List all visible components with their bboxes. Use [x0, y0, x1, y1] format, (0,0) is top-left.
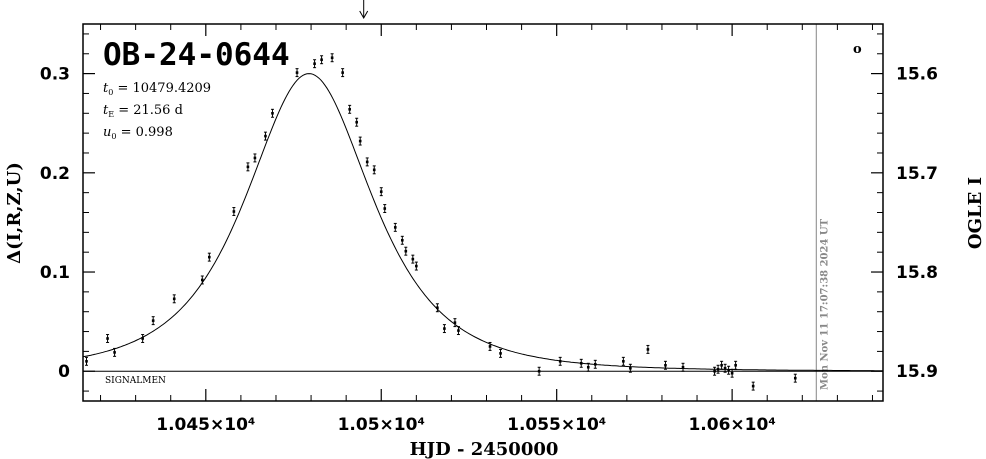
data-point [295, 68, 299, 78]
data-points [85, 53, 797, 391]
data-point [414, 261, 418, 271]
data-point [499, 348, 503, 358]
data-point [579, 358, 583, 368]
data-point [263, 131, 267, 141]
data-point [246, 162, 250, 172]
data-point [720, 360, 724, 370]
data-point [172, 294, 176, 304]
data-point [730, 368, 734, 378]
fit-parameter: u0 = 0.998 [103, 125, 173, 141]
data-point [151, 316, 155, 326]
current-time-line-group: Mon Nov 11 17:07:38 2024 UT [815, 24, 830, 401]
y-left-tick-label: 0.3 [40, 65, 70, 85]
data-point [681, 362, 685, 372]
data-point [456, 326, 460, 336]
data-point [435, 303, 439, 313]
data-point [442, 324, 446, 334]
data-point [751, 381, 755, 391]
y-left-tick-label: 0.1 [40, 263, 70, 283]
data-point [270, 108, 274, 118]
data-point [453, 318, 457, 328]
data-point [628, 363, 632, 373]
data-point [365, 157, 369, 167]
data-point [355, 117, 359, 127]
data-point [85, 356, 89, 366]
x-tick-label: 1.06×10⁴ [688, 415, 775, 435]
fit-parameter: t0 = 10479.4209 [103, 81, 211, 97]
data-point [734, 360, 738, 370]
data-point [253, 153, 257, 163]
data-point [358, 136, 362, 146]
fit-parameters: t0 = 10479.4209 tE = 21.56 d u0 = 0.998 [103, 81, 211, 141]
data-point [320, 55, 324, 65]
data-point [727, 365, 731, 375]
data-point [716, 364, 720, 374]
data-point [200, 275, 204, 285]
data-point [411, 254, 415, 264]
axis-ticks: 1.045×10⁴ 1.05×10⁴ 1.055×10⁴ 1.06×10⁴ 0 0.1 0.… [40, 24, 938, 435]
data-point [400, 235, 404, 245]
data-point [646, 344, 650, 354]
data-point [404, 246, 408, 256]
data-point [713, 366, 717, 376]
data-point [330, 53, 334, 63]
y-right-tick-label: 15.9 [896, 362, 938, 382]
data-point [723, 363, 727, 373]
y-right-tick-label: 15.8 [896, 263, 938, 283]
data-point [621, 356, 625, 366]
y-axis-label-right: OGLE I [965, 177, 986, 249]
data-point [537, 366, 541, 376]
event-title: OB-24-0644 [103, 37, 290, 73]
y-left-tick-label: 0 [58, 362, 70, 382]
data-point [393, 222, 397, 232]
model-curve [82, 73, 883, 372]
fit-parameter: tE = 21.56 d [103, 103, 183, 119]
data-point [558, 356, 562, 366]
peak-marker-arrow [359, 0, 369, 20]
data-point [232, 207, 236, 216]
data-point [341, 68, 345, 78]
data-point [372, 165, 376, 175]
x-tick-label: 1.055×10⁴ [507, 415, 606, 435]
y-right-tick-label: 15.6 [896, 65, 938, 85]
data-point [106, 334, 110, 343]
x-axis-label: HJD - 2450000 [410, 439, 559, 459]
corner-symbol: o [853, 42, 862, 57]
data-point [379, 187, 383, 197]
data-point [793, 373, 797, 383]
data-point [113, 347, 117, 357]
data-point [663, 360, 667, 370]
signalmen-label: SIGNALMEN [105, 376, 166, 386]
data-point [207, 252, 211, 262]
y-left-tick-label: 0.2 [40, 164, 70, 184]
data-point [348, 104, 352, 114]
y-axis-label-left: Δ(I,R,Z,U) [4, 162, 25, 264]
data-point [313, 59, 317, 69]
data-point [593, 359, 597, 369]
data-point [141, 334, 145, 343]
x-tick-label: 1.045×10⁴ [156, 415, 255, 435]
y-right-tick-label: 15.7 [896, 164, 938, 184]
x-tick-label: 1.05×10⁴ [338, 415, 425, 435]
data-point [586, 362, 590, 372]
data-point [488, 341, 492, 351]
timestamp-label: Mon Nov 11 17:07:38 2024 UT [819, 218, 830, 390]
data-point [383, 204, 387, 213]
